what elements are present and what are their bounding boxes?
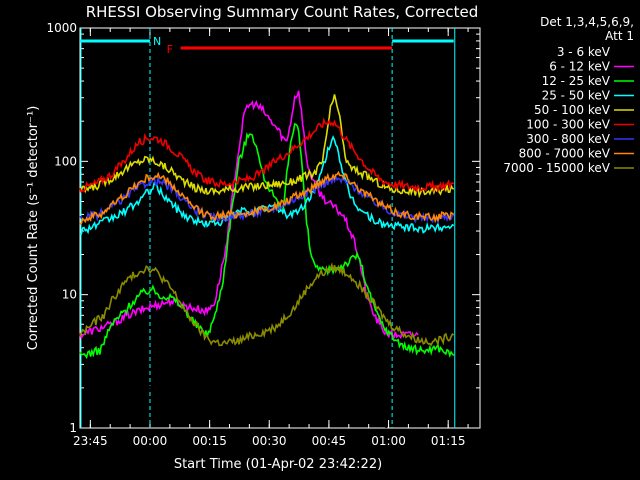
- legend-label-2: 6 - 12 keV: [549, 60, 611, 74]
- legend-label-8: 800 - 7000 keV: [519, 147, 611, 161]
- legend-label-4: 25 - 50 keV: [542, 89, 611, 103]
- legend-label-3: 12 - 25 keV: [542, 74, 611, 88]
- plot-area: 1 10 100 1000 23:45 00:00 00:15 00:30 00:45 01:00…: [46, 21, 481, 448]
- y-tick-label: 10: [62, 288, 77, 302]
- x-tick-label: 01:15: [431, 434, 466, 448]
- legend-label-9: 7000 - 15000 keV: [503, 161, 610, 175]
- legend-label-1: 3 - 6 keV: [557, 45, 611, 59]
- x-tick-label: 00:15: [192, 434, 227, 448]
- legend-label-5: 50 - 100 keV: [534, 103, 611, 117]
- x-tick-label: 00:45: [312, 434, 347, 448]
- legend-attenuator-line: Att 1: [605, 29, 634, 43]
- chart-title: RHESSI Observing Summary Count Rates, Co…: [86, 3, 479, 21]
- x-tick-label: 00:30: [252, 434, 287, 448]
- series-line-9: [79, 262, 455, 347]
- series-line-5: [79, 94, 455, 199]
- x-tick-label: 00:00: [133, 434, 168, 448]
- legend-detector-line: Det 1,3,4,5,6,9,: [540, 15, 634, 29]
- y-tick-label: 1: [69, 421, 77, 435]
- x-axis-label: Start Time (01-Apr-02 23:42:22): [174, 457, 382, 472]
- x-tick-label: 01:00: [371, 434, 406, 448]
- series-line-3: [79, 122, 455, 360]
- series-line-8: [79, 170, 455, 225]
- y-tick-label: 1000: [46, 21, 77, 35]
- flare-label: F: [167, 43, 173, 56]
- y-tick-label: 100: [54, 154, 77, 168]
- y-axis-label: Corrected Count Rate (s⁻¹ detector⁻¹): [26, 106, 41, 351]
- series-line-2: [79, 90, 419, 340]
- plot-frame: [79, 27, 481, 429]
- series-line-1: [146, 220, 387, 429]
- night-label: N: [153, 35, 161, 48]
- series-line-6: [79, 117, 455, 194]
- x-tick-label: 23:45: [73, 434, 108, 448]
- legend-label-6: 100 - 300 keV: [526, 118, 610, 132]
- legend-label-7: 300 - 800 keV: [526, 132, 610, 146]
